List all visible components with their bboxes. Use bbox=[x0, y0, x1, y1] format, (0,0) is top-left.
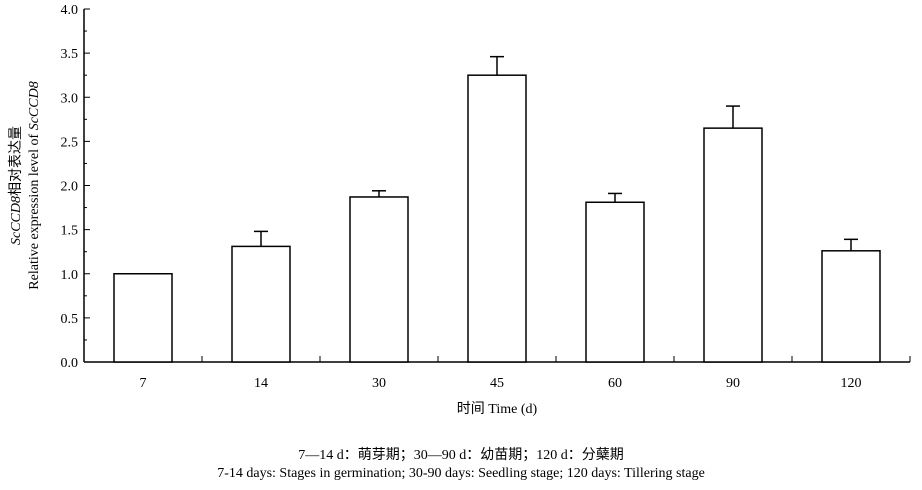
bar bbox=[349, 196, 409, 363]
x-tick-label: 120 bbox=[841, 376, 862, 391]
y-axis-label-cn: ScCCD8相对表达量 bbox=[8, 126, 24, 245]
y-tick-label: 0.5 bbox=[61, 312, 79, 327]
y-tick-label: 0.0 bbox=[61, 356, 79, 371]
y-tick-label: 2.5 bbox=[61, 135, 79, 150]
x-tick-label: 14 bbox=[254, 376, 268, 391]
x-tick-label: 60 bbox=[608, 376, 622, 391]
y-tick-label: 3.0 bbox=[61, 91, 79, 106]
caption-line-chinese: 7—14 d：萌芽期；30—90 d：幼苗期；120 d：分蘖期 bbox=[298, 448, 624, 463]
bar bbox=[113, 273, 173, 363]
bar bbox=[585, 201, 645, 363]
x-tick-label: 90 bbox=[726, 376, 740, 391]
y-tick-label: 2.0 bbox=[61, 180, 79, 195]
bar bbox=[703, 127, 763, 363]
y-tick-labels: 0.0 0.5 1.0 1.5 2.0 2.5 3.0 3.5 4.0 bbox=[61, 3, 79, 371]
y-axis-label-en: Relative expression level of ScCCD8 bbox=[27, 81, 42, 289]
y-tick-label: 1.0 bbox=[61, 268, 79, 283]
x-tick-label: 7 bbox=[140, 376, 147, 391]
bars bbox=[113, 55, 881, 363]
bar bbox=[231, 245, 291, 363]
x-tick-labels: 7 14 30 45 60 90 120 bbox=[140, 376, 862, 391]
y-tick-label: 1.5 bbox=[61, 224, 79, 239]
caption-line-english: 7-14 days: Stages in germination; 30-90 … bbox=[217, 466, 705, 481]
x-tick-label: 45 bbox=[490, 376, 504, 391]
x-tick-label: 30 bbox=[372, 376, 386, 391]
bar bbox=[467, 74, 527, 363]
y-tick-label: 4.0 bbox=[61, 3, 79, 18]
bar bbox=[821, 250, 881, 363]
y-tick-label: 3.5 bbox=[61, 47, 79, 62]
x-axis-label: 时间 Time (d) bbox=[457, 401, 538, 417]
